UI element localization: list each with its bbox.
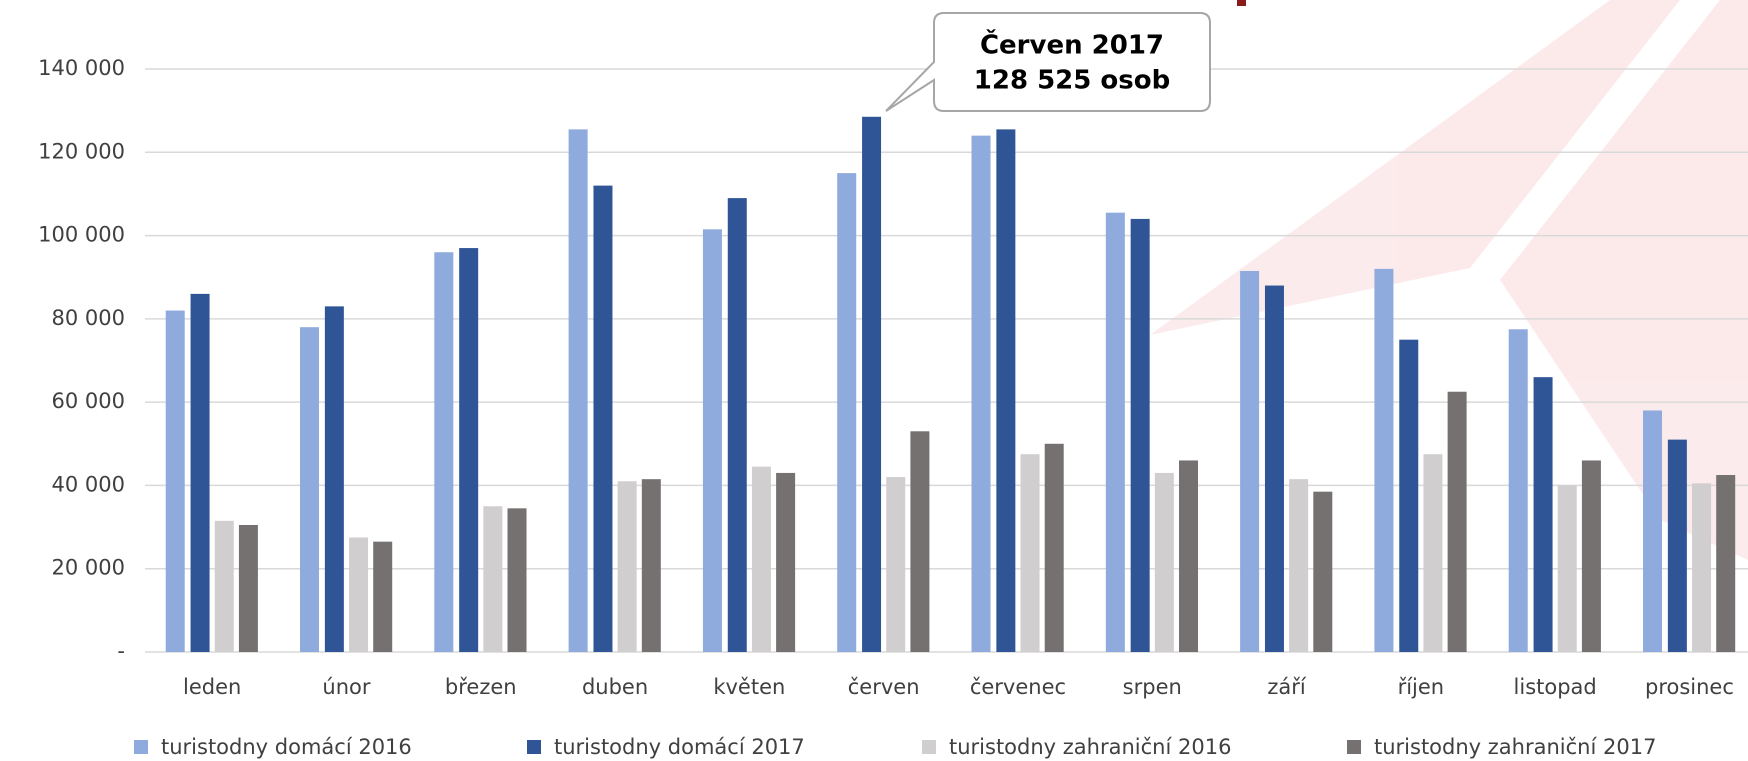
legend-swatch	[1347, 740, 1361, 754]
bar	[910, 431, 930, 652]
bar	[324, 306, 344, 652]
bar	[1423, 454, 1443, 652]
bar	[1643, 410, 1663, 652]
y-tick-label: 20 000	[52, 556, 125, 580]
bar	[1313, 491, 1333, 652]
y-tick-label: 100 000	[38, 223, 125, 247]
legend-label: turistodny domácí 2016	[161, 735, 412, 759]
x-tick-label: prosinec	[1645, 675, 1734, 699]
legend-swatch	[922, 740, 936, 754]
y-tick-label: 40 000	[52, 472, 125, 496]
bar	[641, 479, 661, 652]
bar	[483, 506, 503, 652]
legend-swatch	[134, 740, 148, 754]
bar	[971, 135, 991, 653]
bar	[1130, 218, 1150, 652]
x-tick-label: květen	[713, 675, 785, 699]
x-tick-label: červen	[848, 675, 920, 699]
bar	[507, 508, 527, 652]
bar	[1399, 339, 1419, 652]
y-tick-label: 120 000	[38, 139, 125, 163]
x-tick-label: září	[1267, 675, 1307, 699]
legend-swatch	[527, 740, 541, 754]
decor-shape	[1500, 0, 1748, 560]
annotation: Červen 2017	[980, 29, 1164, 61]
bar	[459, 248, 479, 653]
background-decoration	[1150, 0, 1748, 560]
bar	[1557, 485, 1577, 652]
bar	[1581, 460, 1601, 652]
bar	[1692, 483, 1712, 652]
bar	[214, 520, 234, 652]
bar	[727, 198, 747, 653]
bar	[1667, 439, 1687, 652]
bar	[1240, 270, 1260, 652]
bar	[349, 537, 369, 652]
x-tick-label: leden	[183, 675, 241, 699]
y-tick-label: 80 000	[52, 306, 125, 330]
x-tick-label: červenec	[970, 675, 1066, 699]
bar	[190, 293, 210, 652]
bar	[1264, 285, 1284, 652]
bar	[1044, 443, 1064, 652]
x-tick-label: březen	[445, 675, 517, 699]
y-tick-label: 60 000	[52, 389, 125, 413]
x-tick-label: říjen	[1398, 675, 1445, 699]
bar	[1508, 329, 1528, 652]
bar	[996, 129, 1016, 652]
bar	[751, 466, 771, 652]
callout-box	[885, 12, 1211, 112]
bar	[1105, 212, 1125, 653]
y-tick-label: 140 000	[38, 56, 125, 80]
plot: - 20 000 40 000 60 000 80 000 100 000 120 000 1…	[38, 56, 1748, 759]
bar	[1447, 391, 1467, 652]
bar	[300, 327, 320, 652]
bar	[862, 116, 882, 653]
bar	[568, 129, 588, 652]
legend-label: turistodny zahraniční 2017	[1374, 735, 1656, 759]
bar	[1374, 268, 1394, 652]
bar	[1020, 454, 1040, 652]
bar	[1154, 472, 1174, 652]
bar	[165, 310, 185, 652]
bar	[1289, 479, 1309, 652]
x-tick-label: únor	[322, 675, 370, 699]
bar	[238, 524, 258, 652]
bar	[886, 477, 906, 652]
annotation: 128 525 osob	[974, 66, 1170, 96]
y-tick-label: -	[117, 639, 125, 663]
x-tick-label: srpen	[1123, 675, 1182, 699]
bar	[776, 472, 796, 652]
bar	[434, 252, 454, 652]
x-tick-label: listopad	[1514, 675, 1597, 699]
decor-mark	[1237, 0, 1246, 6]
legend-label: turistodny domácí 2017	[554, 735, 805, 759]
bar	[1716, 475, 1736, 652]
bar	[1533, 377, 1553, 652]
x-tick-label: duben	[582, 675, 648, 699]
bar	[373, 541, 393, 652]
decor-shape	[1150, 0, 1680, 335]
bar	[617, 481, 637, 652]
legend-label: turistodny zahraniční 2016	[949, 735, 1231, 759]
bar	[1179, 460, 1199, 652]
bar	[593, 185, 613, 652]
callout: Červen 2017 128 525 osob	[885, 12, 1211, 112]
bar	[837, 173, 857, 652]
bar	[702, 229, 722, 652]
